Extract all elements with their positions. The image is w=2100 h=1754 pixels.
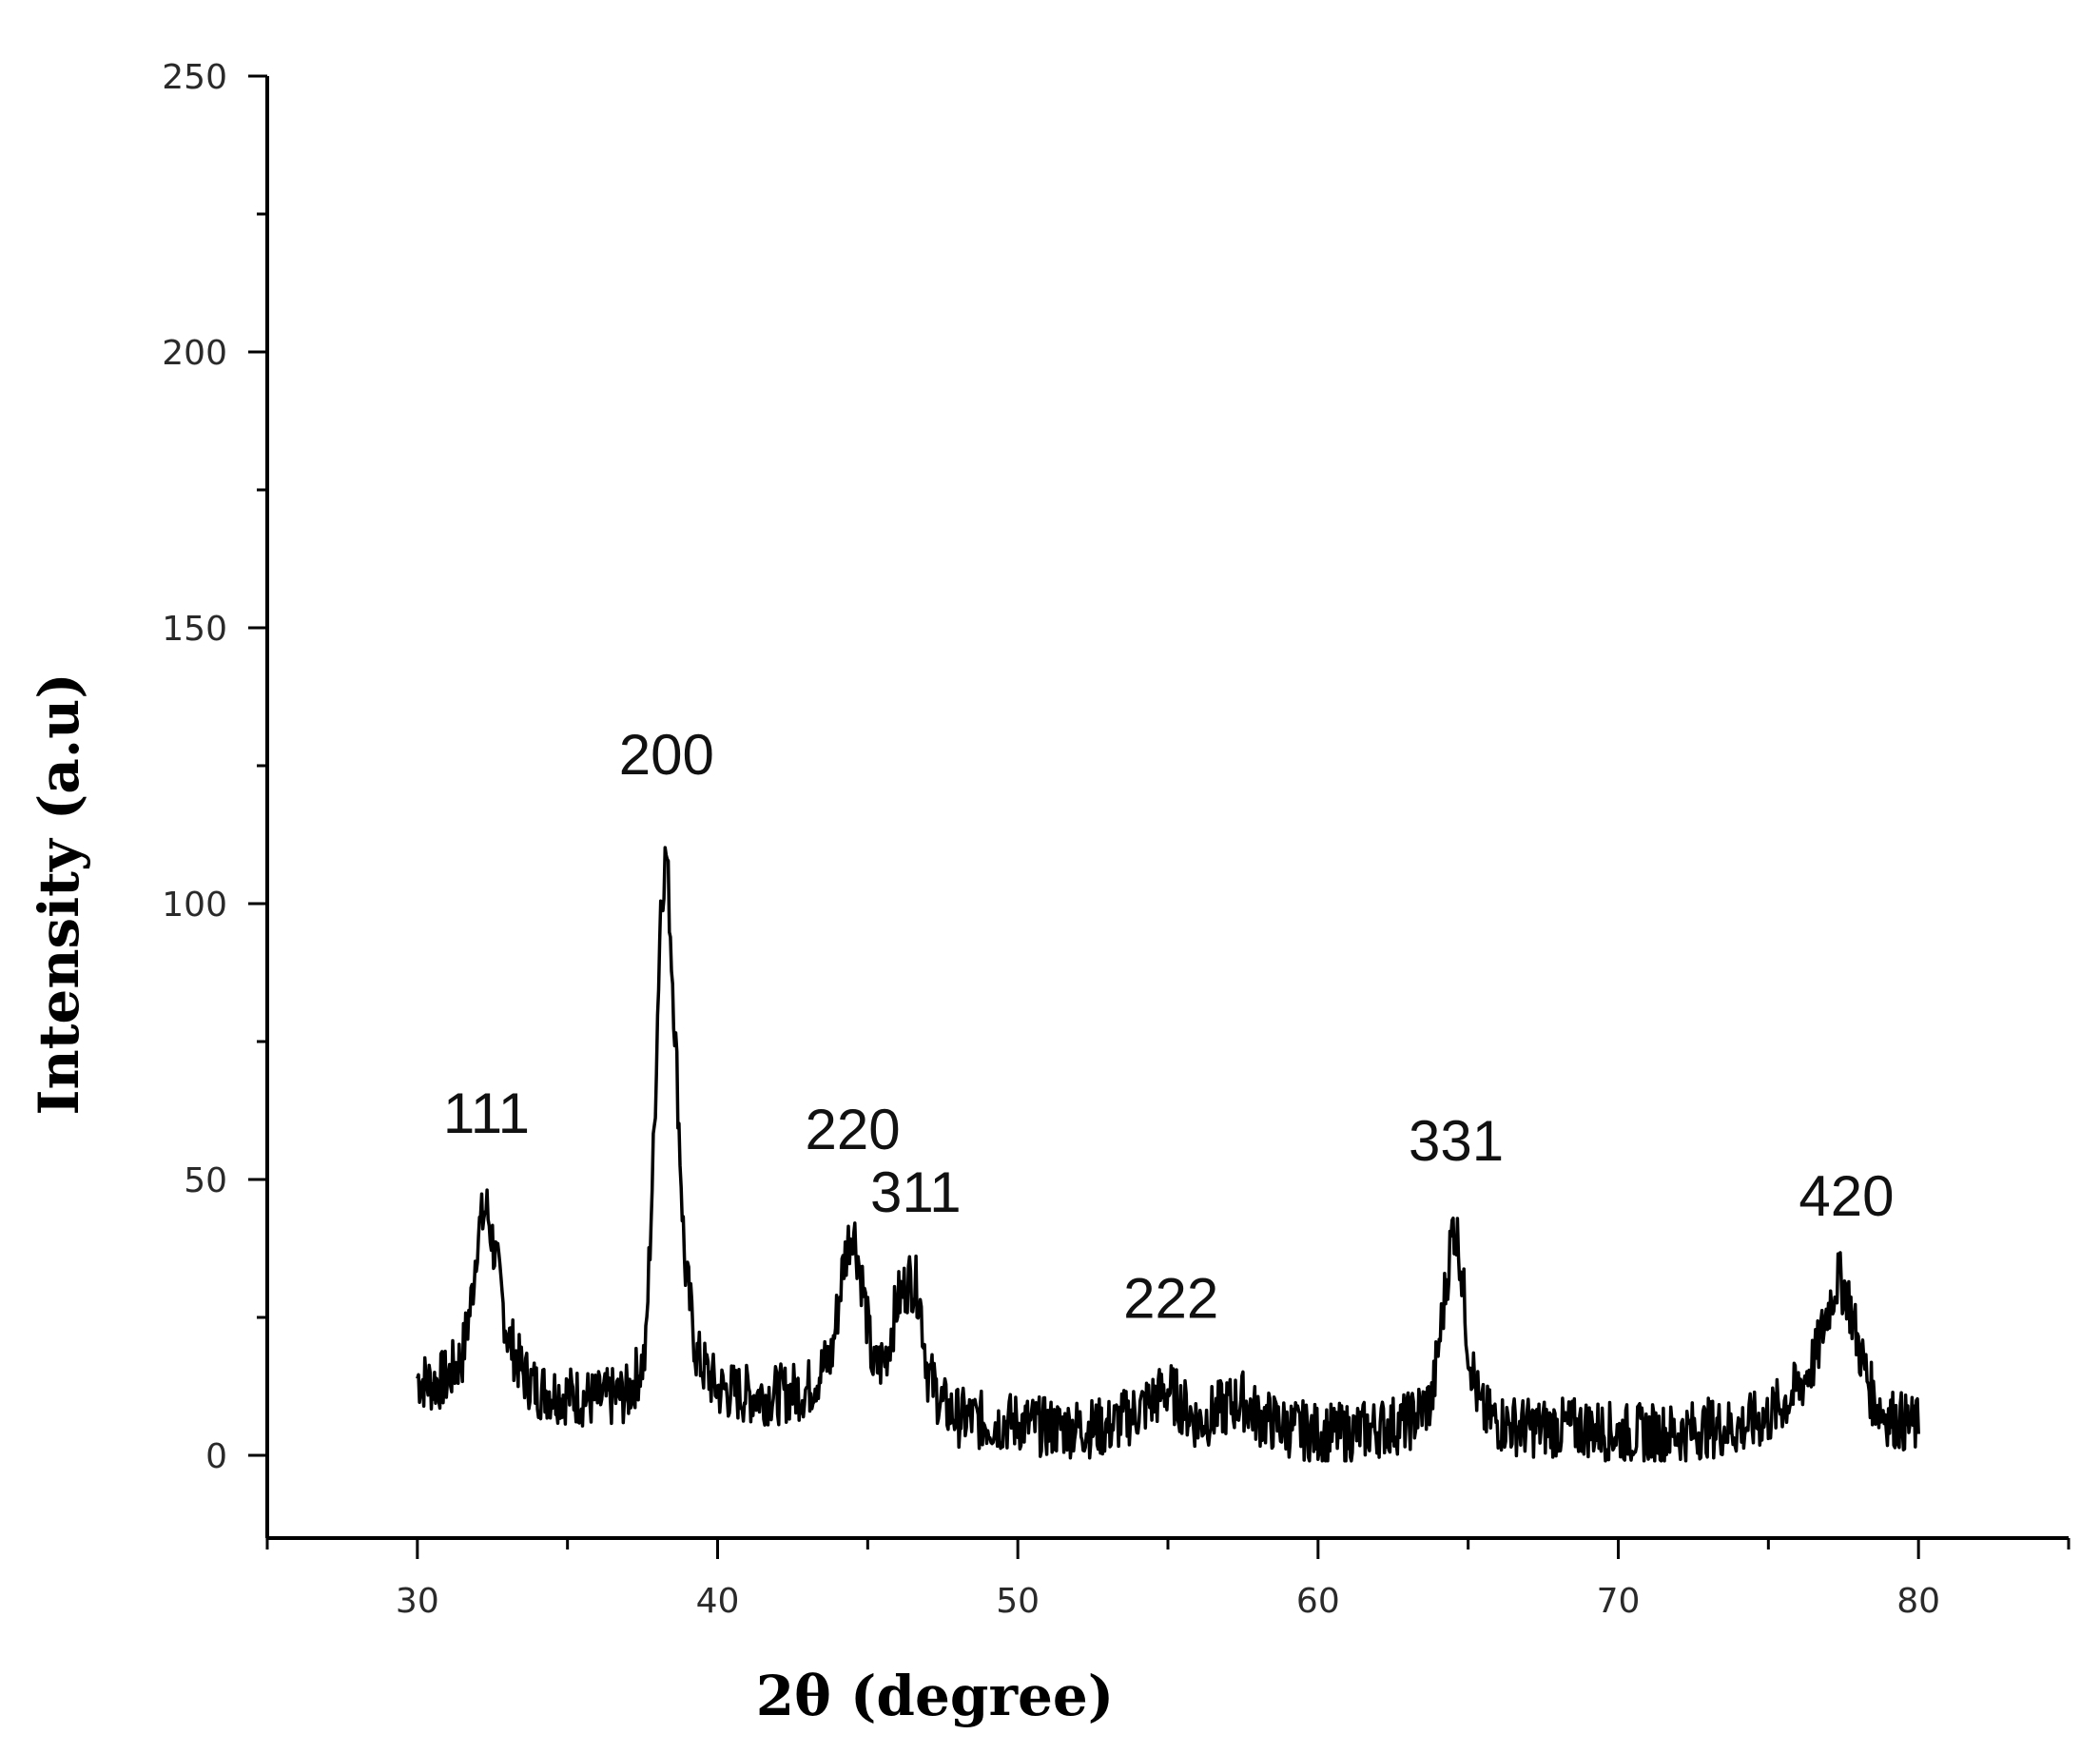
y-tick-label: 150 xyxy=(162,610,227,649)
y-tick-label: 50 xyxy=(184,1161,227,1200)
peak-label-111: 111 xyxy=(443,1082,530,1145)
peak-label-220: 220 xyxy=(805,1098,900,1161)
y-tick-label: 100 xyxy=(162,886,227,925)
y-axis-title: Intensity (a.u) xyxy=(27,672,91,1115)
x-tick-label: 60 xyxy=(1296,1582,1340,1621)
peak-label-200: 200 xyxy=(619,723,714,787)
y-tick-label: 250 xyxy=(162,58,227,97)
y-tick-label: 0 xyxy=(205,1437,227,1476)
y-tick-label: 200 xyxy=(162,334,227,373)
xrd-pattern-line xyxy=(416,846,1920,1463)
axis-ticks: 0 50 100 150 200 250 30 40 50 60 70 80 xyxy=(162,58,2071,1621)
peak-label-311: 311 xyxy=(870,1160,962,1224)
x-tick-label: 80 xyxy=(1896,1582,1940,1621)
x-tick-label: 70 xyxy=(1597,1582,1641,1621)
x-tick-label: 30 xyxy=(396,1582,439,1621)
x-axis-title: 2θ (degree) xyxy=(756,1664,1115,1728)
x-tick-label: 50 xyxy=(996,1582,1040,1621)
x-tick-label: 40 xyxy=(696,1582,740,1621)
peak-label-331: 331 xyxy=(1409,1109,1504,1173)
peak-label-222: 222 xyxy=(1123,1267,1218,1331)
peak-label-420: 420 xyxy=(1799,1164,1894,1228)
